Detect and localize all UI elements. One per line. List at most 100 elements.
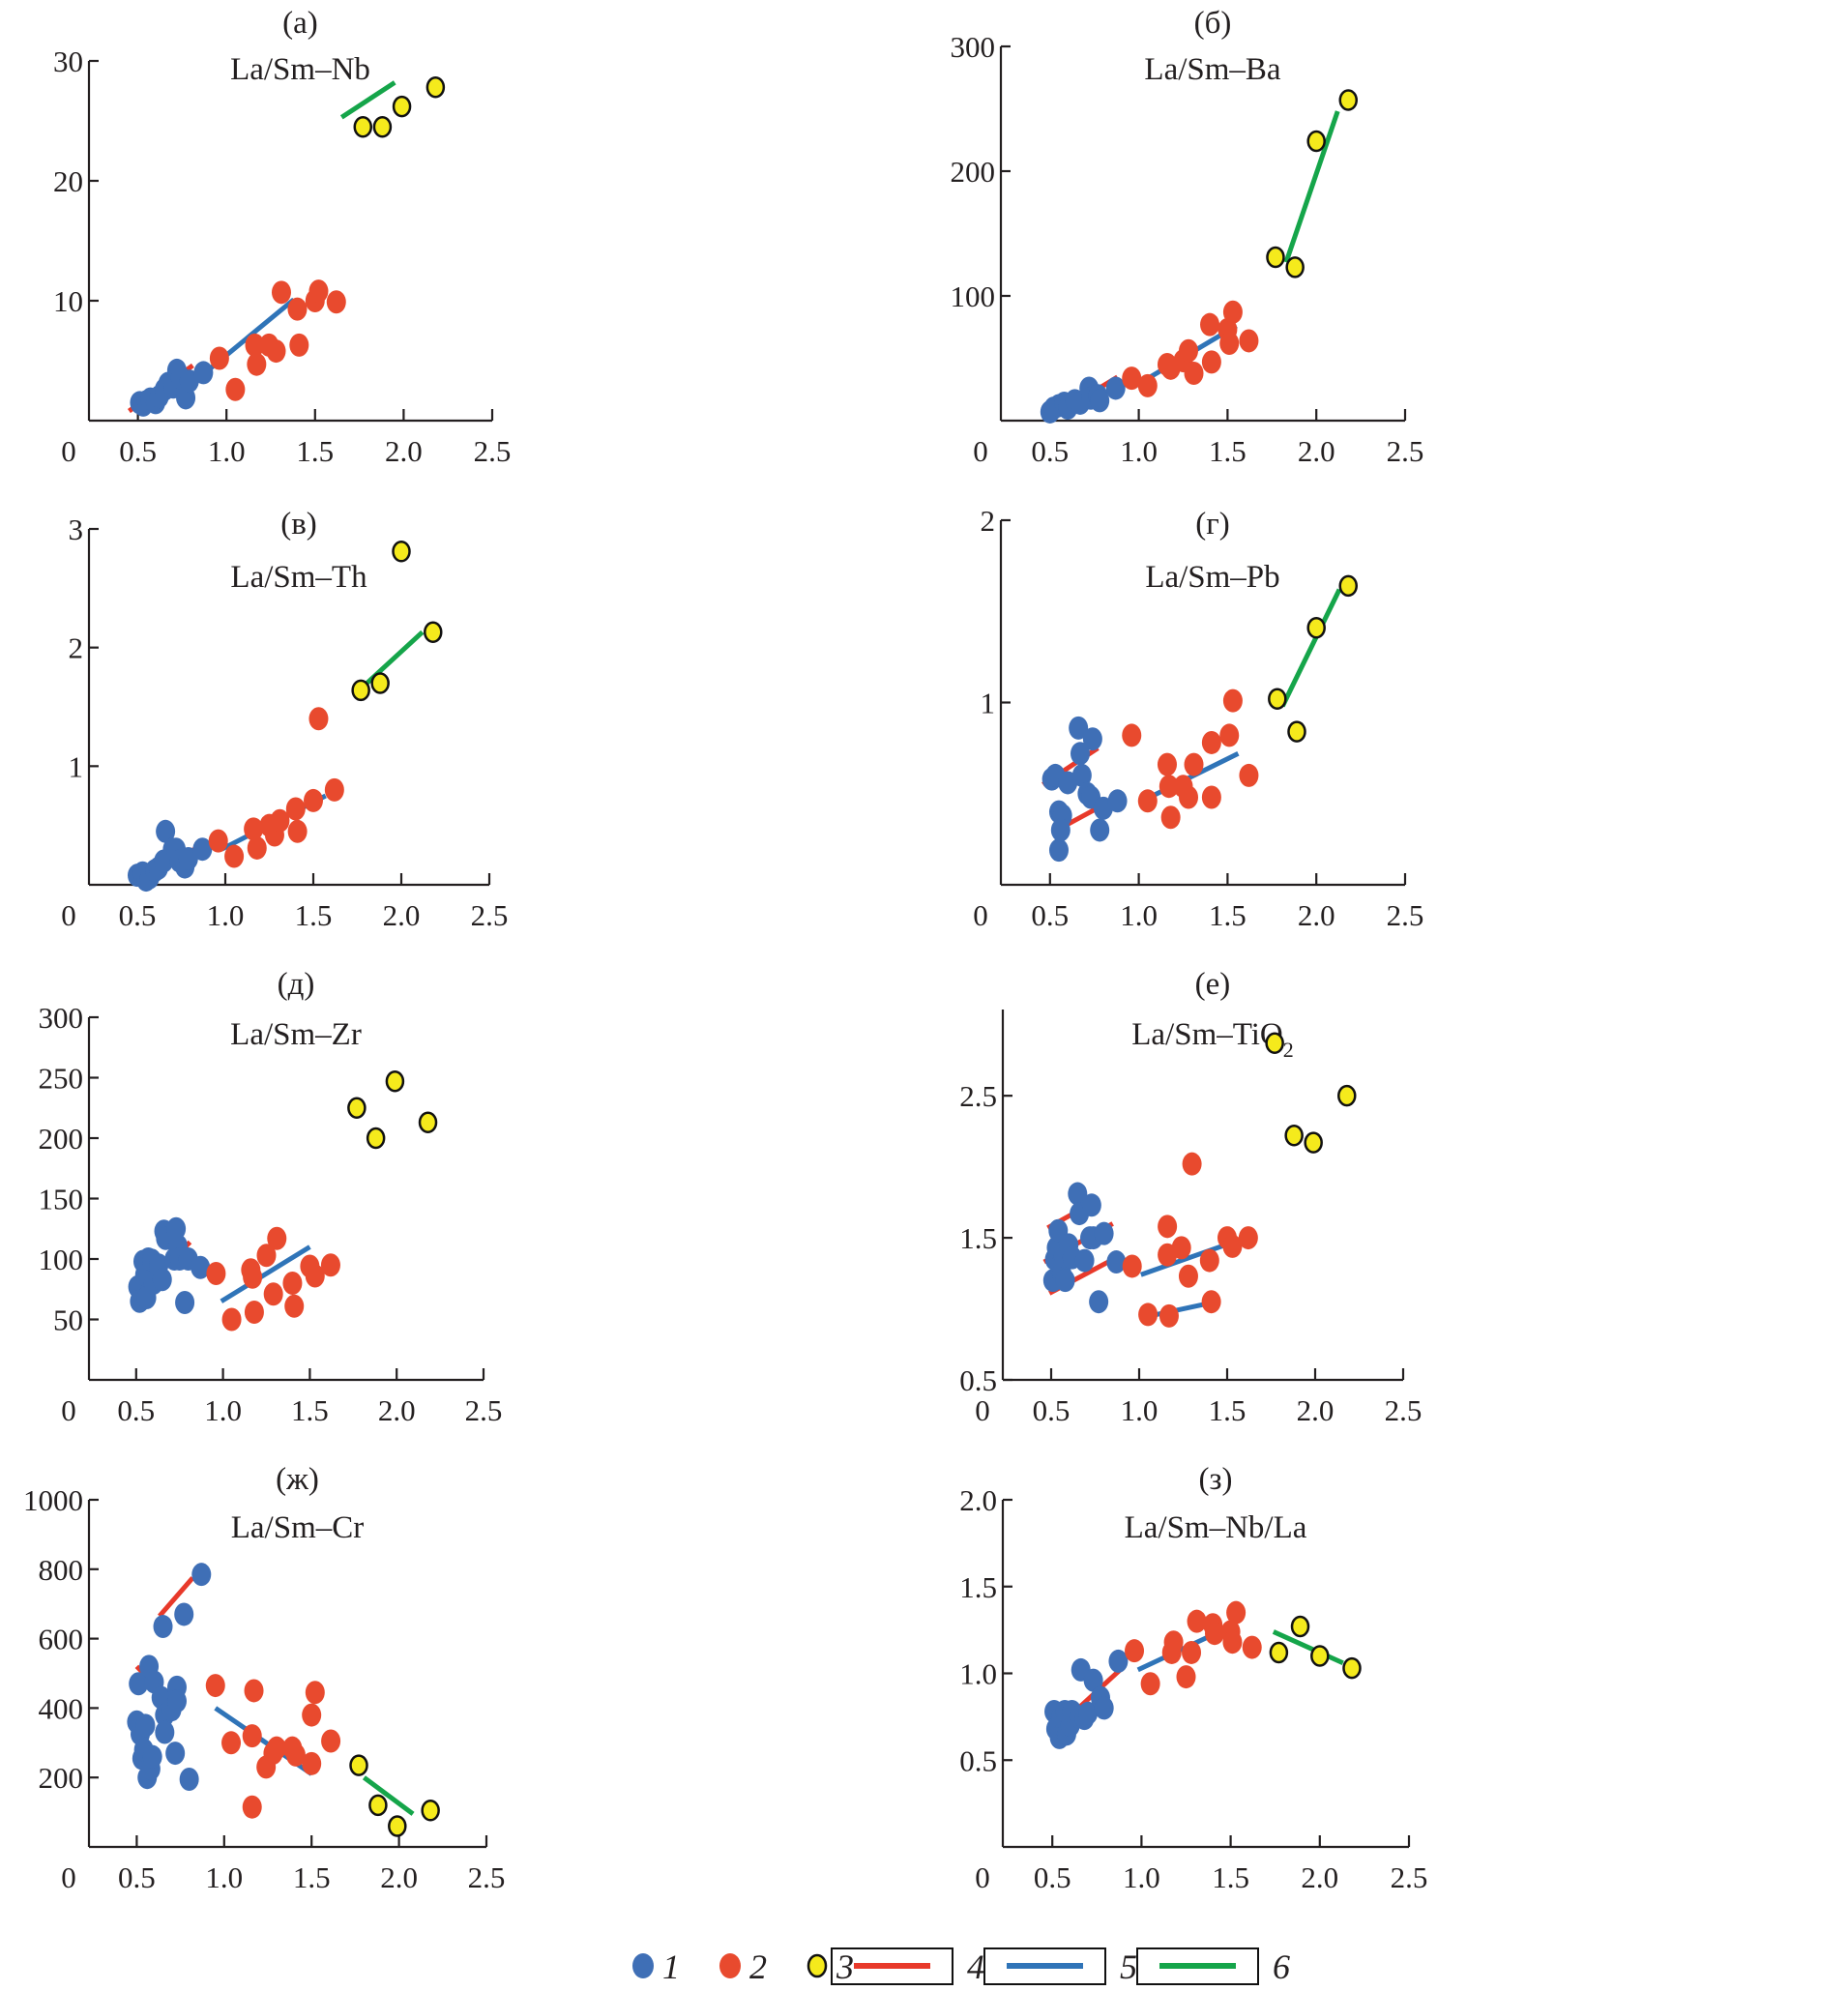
point-group-2 <box>282 1272 303 1295</box>
point-group-2 <box>1176 1665 1196 1689</box>
x-tick-label: 2.5 <box>465 1393 503 1427</box>
point-group-2 <box>302 1751 322 1775</box>
x-tick-label: 0.5 <box>117 1393 155 1427</box>
point-group-3 <box>385 1070 405 1093</box>
point-group-3 <box>392 541 411 563</box>
legend-label-5: 5 <box>1120 1947 1137 1986</box>
x-tick-label: 1.0 <box>1120 434 1158 468</box>
x-tick-label: 1.0 <box>204 1393 242 1427</box>
point-group-3 <box>1284 1125 1304 1147</box>
point-group-1 <box>1068 1182 1088 1206</box>
y-tick-label: 150 <box>39 1183 84 1216</box>
x-tick-label: 2.5 <box>1391 1860 1428 1894</box>
x-tick-label: 1.5 <box>291 1393 329 1427</box>
point-group-2 <box>284 1294 305 1318</box>
x-tick-label: 0 <box>61 1860 76 1894</box>
point-group-1 <box>153 1615 173 1639</box>
point-group-2 <box>208 829 228 853</box>
point-group-2 <box>206 1262 226 1285</box>
point-group-2 <box>1122 366 1142 391</box>
point-group-2 <box>221 1307 242 1332</box>
x-tick-label: 2.5 <box>1385 1393 1423 1427</box>
y-tick-label: 1.5 <box>959 1570 997 1604</box>
point-group-2 <box>302 1703 322 1727</box>
point-group-1 <box>1078 1701 1099 1725</box>
point-group-2 <box>1179 338 1199 363</box>
point-group-1 <box>178 847 198 871</box>
legend-label-4: 4 <box>967 1947 984 1986</box>
legend-marker-1 <box>632 1953 654 1978</box>
point-group-2 <box>271 280 291 305</box>
y-tick-label: 50 <box>53 1303 83 1337</box>
point-group-3 <box>366 1127 386 1150</box>
panel-letter: (ж) <box>276 1462 319 1497</box>
y-tick-label: 200 <box>39 1761 84 1795</box>
point-group-3 <box>1338 574 1358 598</box>
point-group-1 <box>1055 1269 1075 1293</box>
point-group-1 <box>1108 1649 1129 1673</box>
point-group-1 <box>156 819 176 843</box>
point-group-1 <box>1071 763 1092 787</box>
x-tick-label: 1.0 <box>208 434 246 468</box>
point-group-2 <box>1201 730 1221 754</box>
point-group-3 <box>1266 246 1285 269</box>
point-group-1 <box>1071 742 1091 766</box>
x-tick-label: 1.0 <box>1121 1393 1159 1427</box>
x-tick-label: 2.0 <box>378 1393 416 1427</box>
x-tick-label: 2.0 <box>1298 898 1335 932</box>
point-group-2 <box>1201 350 1221 374</box>
point-group-2 <box>267 1736 287 1760</box>
point-group-2 <box>270 808 290 833</box>
point-group-2 <box>1222 300 1243 324</box>
trendline-5 <box>1141 751 1240 804</box>
panel-letter: (з) <box>1198 1462 1232 1497</box>
panel-title: La/Sm–Zr <box>230 1017 362 1052</box>
point-group-2 <box>1122 1254 1142 1278</box>
point-group-3 <box>392 95 412 118</box>
panel-1: 0 0.5 1.0 1.5 2.0 2.5 10 20 30 (а) La/Sm–Nb <box>53 6 511 468</box>
point-group-2 <box>289 333 309 357</box>
y-tick-label: 800 <box>39 1553 84 1587</box>
panel-8: 0 0.5 1.0 1.5 2.0 2.5 0.5 1.0 1.5 2.0 (з) La/Sm–Nb/… <box>959 1462 1427 1894</box>
point-group-2 <box>1137 789 1158 813</box>
point-group-2 <box>244 1679 264 1703</box>
point-group-2 <box>285 1742 306 1767</box>
y-tick-label: 1 <box>981 687 996 720</box>
point-group-1 <box>1090 818 1110 842</box>
y-tick-label: 100 <box>39 1243 84 1276</box>
x-tick-label: 0.5 <box>118 1860 156 1894</box>
legend-box-4 <box>831 1947 953 1985</box>
point-group-2 <box>1239 329 1259 353</box>
point-group-2 <box>1125 1639 1145 1663</box>
x-tick-label: 2.0 <box>1301 1860 1338 1894</box>
x-tick-label: 0.5 <box>1034 1860 1071 1894</box>
y-tick-label: 2 <box>981 504 996 538</box>
trendline-6 <box>1283 110 1340 263</box>
panel-title: La/Sm–Nb/La <box>1125 1510 1307 1545</box>
point-group-3 <box>347 1097 367 1119</box>
point-group-2 <box>1238 1226 1258 1250</box>
x-tick-label: 2.0 <box>383 898 421 932</box>
x-tick-label: 0 <box>973 434 988 468</box>
point-group-1 <box>166 1216 187 1241</box>
point-group-3 <box>372 115 393 138</box>
point-group-3 <box>388 1815 407 1837</box>
panel-letter: (д) <box>278 967 315 1002</box>
point-group-3 <box>1265 1032 1284 1055</box>
point-group-3 <box>1285 256 1305 278</box>
point-group-1 <box>1107 789 1128 813</box>
panel-4: 0 0.5 1.0 1.5 2.0 2.5 1 2 (г) La/Sm–Pb <box>973 504 1423 932</box>
y-tick-label: 0.5 <box>959 1743 997 1777</box>
point-group-2 <box>1140 1672 1160 1696</box>
point-group-2 <box>267 1226 287 1250</box>
point-group-2 <box>1242 1635 1262 1659</box>
point-group-2 <box>1184 752 1204 776</box>
legend-marker-3 <box>807 1953 828 1978</box>
point-group-2 <box>256 1244 277 1268</box>
legend-box-5 <box>983 1947 1106 1985</box>
legend: 1 2 3 4 5 6 <box>632 1947 1290 1986</box>
point-group-1 <box>142 1744 162 1769</box>
point-group-2 <box>1178 1264 1198 1288</box>
x-tick-label: 2.0 <box>380 1860 418 1894</box>
panel-6: 0 0.5 1.0 1.5 2.0 2.50.51.52.5(е)La/Sm–TiO2 <box>959 967 1422 1427</box>
